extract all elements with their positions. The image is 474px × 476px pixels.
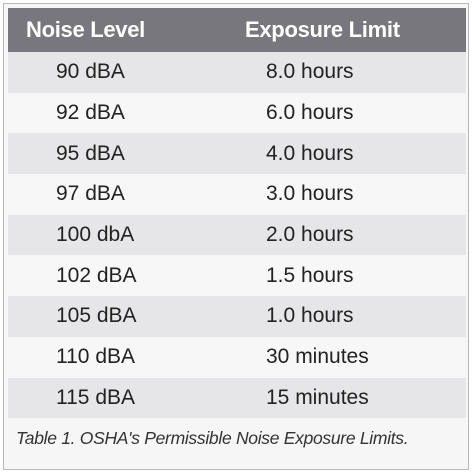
table-row: 105 dBA 1.0 hours: [8, 296, 466, 337]
noise-level-cell: 97 dBA: [8, 174, 183, 215]
exposure-limit-cell: 30 minutes: [183, 336, 466, 378]
noise-level-cell: 102 dBA: [8, 255, 183, 297]
exposure-limit-cell: 6.0 hours: [183, 92, 466, 134]
table-row: 97 dBA 3.0 hours: [8, 174, 466, 215]
noise-level-cell: 115 dBA: [8, 377, 183, 419]
exposure-limit-cell: 2.0 hours: [183, 214, 466, 256]
noise-level-cell: 110 dBA: [8, 336, 183, 378]
table-row: 95 dBA 4.0 hours: [8, 133, 466, 175]
header-noise-level: Noise Level: [8, 8, 183, 52]
exposure-limit-cell: 3.0 hours: [183, 174, 466, 215]
noise-exposure-table: Noise Level Exposure Limit 90 dBA 8.0 ho…: [8, 8, 466, 419]
noise-level-cell: 100 dbA: [8, 214, 183, 256]
exposure-limit-cell: 4.0 hours: [183, 133, 466, 175]
table-frame: Noise Level Exposure Limit 90 dBA 8.0 ho…: [3, 3, 469, 470]
table-row: 102 dBA 1.5 hours: [8, 255, 466, 297]
exposure-limit-cell: 1.5 hours: [183, 255, 466, 297]
exposure-limit-cell: 1.0 hours: [183, 296, 466, 337]
table-row: 92 dBA 6.0 hours: [8, 92, 466, 134]
table-row: 100 dbA 2.0 hours: [8, 214, 466, 256]
table-row: 90 dBA 8.0 hours: [8, 52, 466, 93]
noise-level-cell: 95 dBA: [8, 133, 183, 175]
noise-level-cell: 105 dBA: [8, 296, 183, 337]
table-row: 110 dBA 30 minutes: [8, 336, 466, 378]
noise-level-cell: 90 dBA: [8, 52, 183, 93]
table-caption: Table 1. OSHA's Permissible Noise Exposu…: [16, 428, 409, 448]
header-exposure-limit: Exposure Limit: [183, 8, 466, 52]
table-row: 115 dBA 15 minutes: [8, 377, 466, 419]
exposure-limit-cell: 15 minutes: [183, 377, 466, 419]
exposure-limit-cell: 8.0 hours: [183, 52, 466, 93]
noise-level-cell: 92 dBA: [8, 92, 183, 134]
table-header-row: Noise Level Exposure Limit: [8, 8, 466, 52]
